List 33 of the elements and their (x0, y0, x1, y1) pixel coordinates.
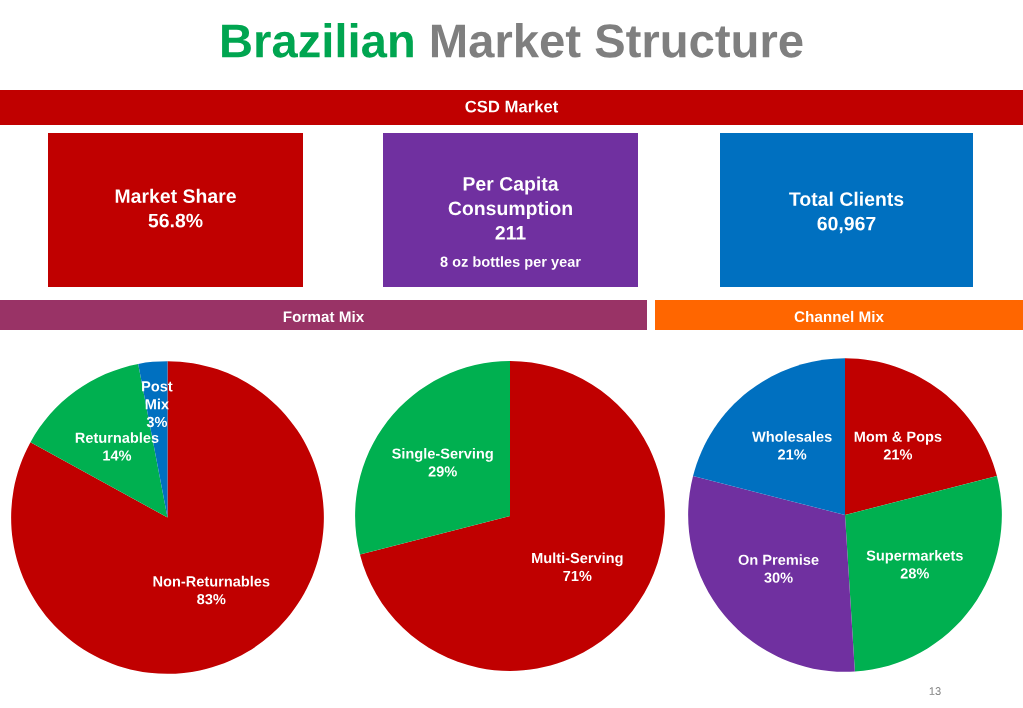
text: 8 oz bottles per year (440, 256, 581, 270)
slice-label: Returnables (75, 432, 159, 443)
slice-label: Supermarkets (866, 550, 963, 564)
data-label: 30% (764, 572, 793, 583)
slice-label: Multi-Serving (532, 552, 623, 567)
chart-title: Format Mix (283, 310, 365, 323)
pie-slice (355, 361, 510, 555)
pie-slice (693, 358, 845, 515)
text: Brazilian Market Structure (222, 22, 803, 58)
data-label: 71% (563, 570, 592, 582)
data-label: 14% (103, 450, 132, 461)
data-label: 3% (146, 416, 168, 428)
text: Market Share 56.8% (115, 188, 236, 228)
slice-label: Mom & Pops (854, 431, 942, 445)
text: Total Clients 60,967 (789, 191, 904, 234)
slice-label: Wholesales (752, 431, 832, 442)
data-label: 28% (900, 568, 930, 579)
text: 13 (929, 687, 941, 695)
text: CSD Market (465, 100, 559, 113)
pie-slice (688, 475, 855, 672)
slice-label: Non-Returnables (153, 575, 270, 587)
pie-slice (359, 361, 665, 671)
data-label: 29% (428, 466, 457, 477)
slice-label: On Premise (738, 554, 819, 565)
text: Per Capita Consumption 211 (448, 176, 572, 240)
slice-label: Single-Serving (392, 448, 493, 462)
data-label: 21% (883, 449, 913, 460)
data-label: 83% (197, 594, 226, 605)
pie-slice (11, 361, 324, 674)
chart-title: Channel Mix (794, 310, 884, 323)
data-label: 21% (778, 449, 807, 460)
pie-slice (845, 358, 997, 515)
pie-slice (845, 475, 1002, 672)
